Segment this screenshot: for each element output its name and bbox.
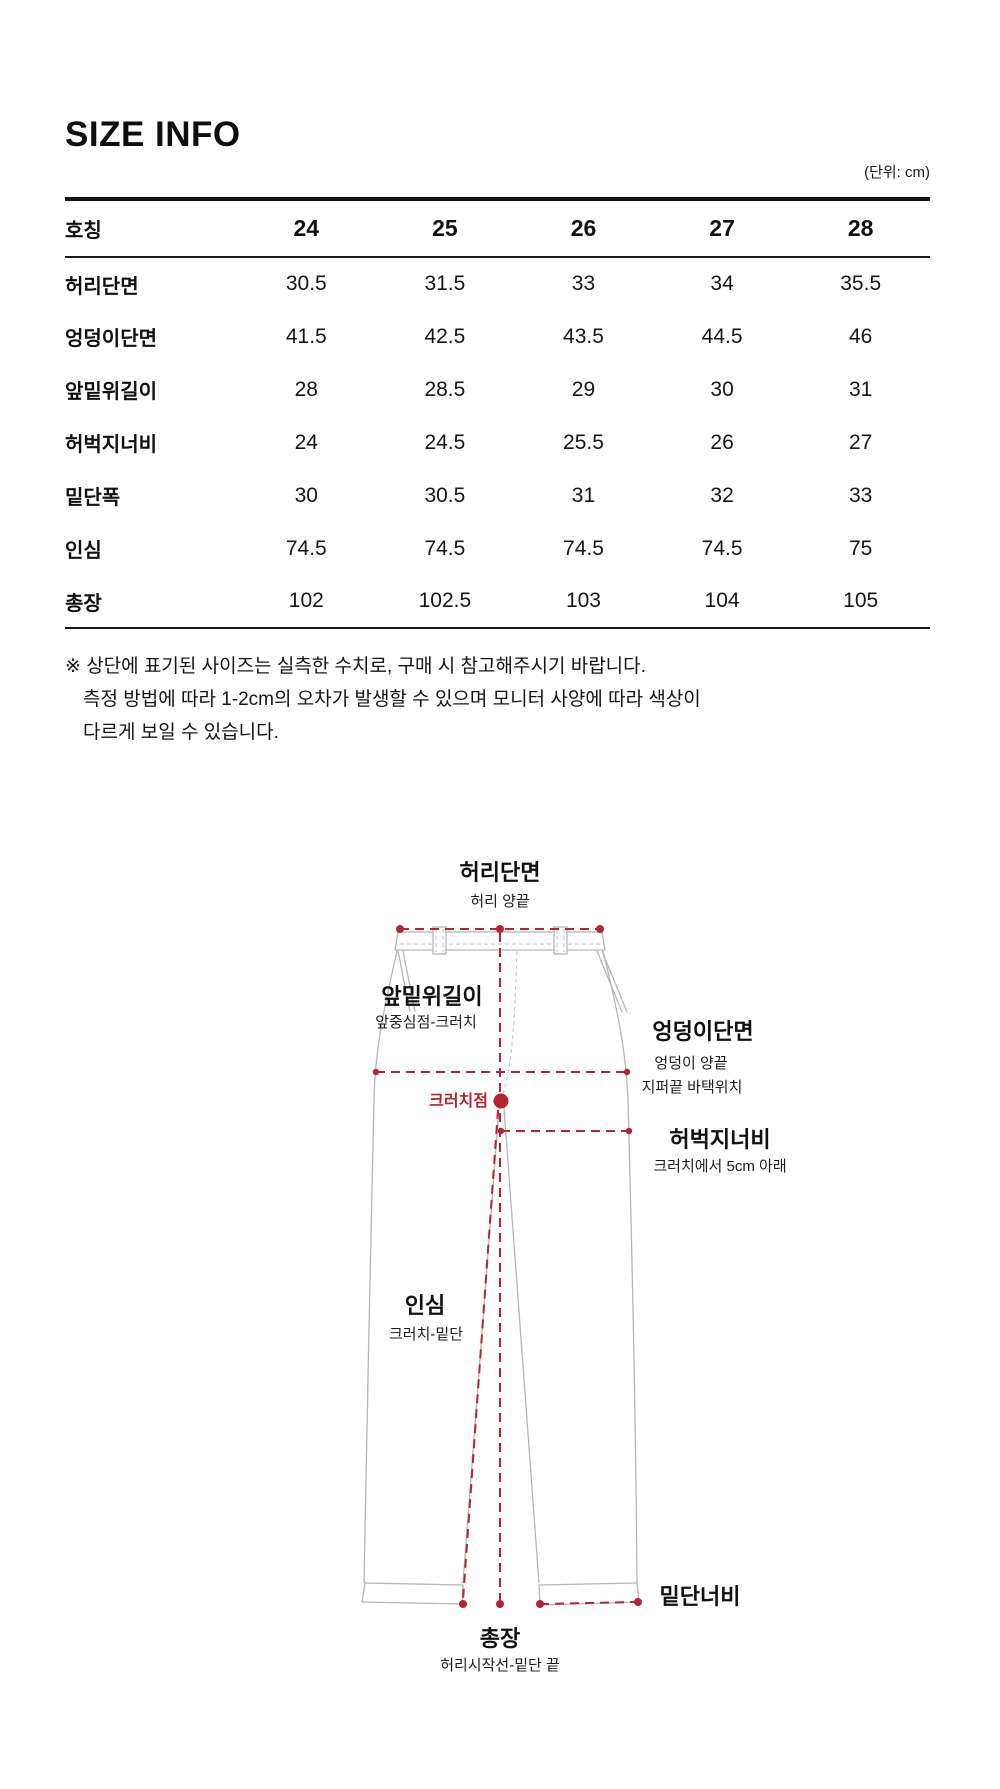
disclaimer-line: ※ 상단에 표기된 사이즈는 실측한 수치로, 구매 시 참고해주시기 바랍니다… xyxy=(65,656,646,677)
table-cell: 43.5 xyxy=(563,324,604,348)
measure-lines xyxy=(372,925,642,1608)
table-cell: 105 xyxy=(843,589,879,612)
table-cell: 41.5 xyxy=(285,324,327,348)
row-label: 허리단면 xyxy=(65,275,139,298)
table-cell: 31 xyxy=(571,483,596,507)
table-cell: 30.5 xyxy=(424,483,466,507)
table-cell: 29 xyxy=(571,377,596,401)
table-cell: 74.5 xyxy=(285,536,327,560)
table-cell: 28 xyxy=(294,377,318,401)
table-cell: 74.5 xyxy=(701,536,743,560)
hem-measure-line xyxy=(539,1601,639,1605)
table-cell: 27 xyxy=(849,430,873,454)
row-label: 엉덩이단면 xyxy=(65,328,157,350)
table-header-row: 호칭 24 25 26 27 28 xyxy=(65,199,930,257)
table-row: 인심 74.5 74.5 74.5 74.5 75 xyxy=(65,522,930,575)
table-cell: 103 xyxy=(565,589,601,612)
table-cell: 33 xyxy=(849,483,873,507)
table-header-label: 호칭 xyxy=(65,220,102,242)
crotch-point-label: 크러치점 xyxy=(429,1091,488,1110)
table-cell: 74.5 xyxy=(424,536,466,560)
waist-label: 허리단면 xyxy=(460,860,541,885)
total-length-sublabel: 허리시작선-밑단 끝 xyxy=(440,1657,560,1674)
table-cell: 28.5 xyxy=(424,377,466,401)
waist-sublabel: 허리 양끝 xyxy=(470,893,530,910)
table-cell: 31 xyxy=(849,377,873,401)
table-cell: 33 xyxy=(571,272,596,295)
row-label: 인심 xyxy=(65,540,102,562)
table-cell: 75 xyxy=(849,536,873,560)
row-label: 허벅지너비 xyxy=(65,434,157,456)
table-row: 총장 102 102.5 103 104 105 xyxy=(65,575,930,628)
table-cell: 25.5 xyxy=(563,430,604,454)
inseam-measure-line xyxy=(462,1109,499,1601)
table-cell: 102.5 xyxy=(418,589,472,612)
crotch-point-dot xyxy=(493,1093,509,1109)
disclaimer-line: 측정 방법에 따라 1-2cm의 오차가 발생할 수 있으며 모니터 사양에 따… xyxy=(83,689,701,710)
row-label: 앞밑위길이 xyxy=(65,381,157,403)
table-cell: 104 xyxy=(704,589,740,612)
table-cell: 30 xyxy=(294,483,318,507)
thigh-sublabel: 크러치에서 5cm 아래 xyxy=(653,1158,786,1175)
inseam-sublabel: 크러치-밑단 xyxy=(389,1326,463,1343)
table-row: 밑단폭 30 30.5 31 32 33 xyxy=(65,469,930,522)
table-cell: 24 xyxy=(294,430,318,454)
table-cell: 46 xyxy=(849,324,873,348)
page-title: SIZE INFO xyxy=(65,115,241,155)
table-cell: 74.5 xyxy=(563,536,604,560)
disclaimer-line: 다르게 보일 수 있습니다. xyxy=(83,722,279,743)
table-cell: 34 xyxy=(710,272,734,295)
table-row: 앞밑위길이 28 28.5 29 30 31 xyxy=(65,363,930,416)
inseam-label: 인심 xyxy=(405,1293,445,1318)
front-rise-sublabel: 앞중심점-크러치 xyxy=(375,1014,477,1031)
size-table: 호칭 24 25 26 27 28 허리단면 30.5 31.5 33 34 3… xyxy=(65,197,930,629)
table-cell: 35.5 xyxy=(840,272,882,295)
table-row: 엉덩이단면 41.5 42.5 43.5 44.5 46 xyxy=(65,310,930,363)
unit-note: (단위: cm) xyxy=(864,164,930,181)
table-cell: 44.5 xyxy=(701,324,743,348)
table-cell: 102 xyxy=(288,589,324,612)
hip-sublabel: 엉덩이 양끝 xyxy=(654,1055,727,1072)
hip-sublabel-2: 지퍼끝 바택위치 xyxy=(642,1079,743,1096)
row-label: 밑단폭 xyxy=(65,487,121,509)
table-header-size: 27 xyxy=(709,215,735,241)
front-rise-label: 앞밑위길이 xyxy=(381,984,482,1009)
table-cell: 30.5 xyxy=(285,272,327,295)
size-disclaimer: ※ 상단에 표기된 사이즈는 실측한 수치로, 구매 시 참고해주시기 바랍니다… xyxy=(65,650,701,749)
table-cell: 30 xyxy=(710,377,734,401)
table-cell: 42.5 xyxy=(424,324,466,348)
thigh-label: 허벅지너비 xyxy=(669,1127,770,1152)
table-header-size: 24 xyxy=(293,215,320,241)
table-cell: 26 xyxy=(710,430,734,454)
table-row: 허리단면 30.5 31.5 33 34 35.5 xyxy=(65,257,930,310)
hip-label: 엉덩이단면 xyxy=(652,1019,753,1044)
pants-measure-diagram: 허리단면 허리 양끝 앞밑위길이 앞중심점-크러치 엉덩이단면 엉덩이 양끝 지… xyxy=(361,860,787,1674)
row-label: 총장 xyxy=(65,592,102,615)
table-header-size: 25 xyxy=(432,215,458,241)
table-cell: 32 xyxy=(710,483,734,507)
table-row: 허벅지너비 24 24.5 25.5 26 27 xyxy=(65,416,930,469)
table-cell: 24.5 xyxy=(424,430,466,454)
table-header-size: 26 xyxy=(570,215,597,241)
table-header-size: 28 xyxy=(847,215,874,241)
total-length-label: 총장 xyxy=(480,1626,520,1651)
hem-width-label: 밑단너비 xyxy=(660,1584,741,1609)
table-cell: 31.5 xyxy=(424,272,466,295)
